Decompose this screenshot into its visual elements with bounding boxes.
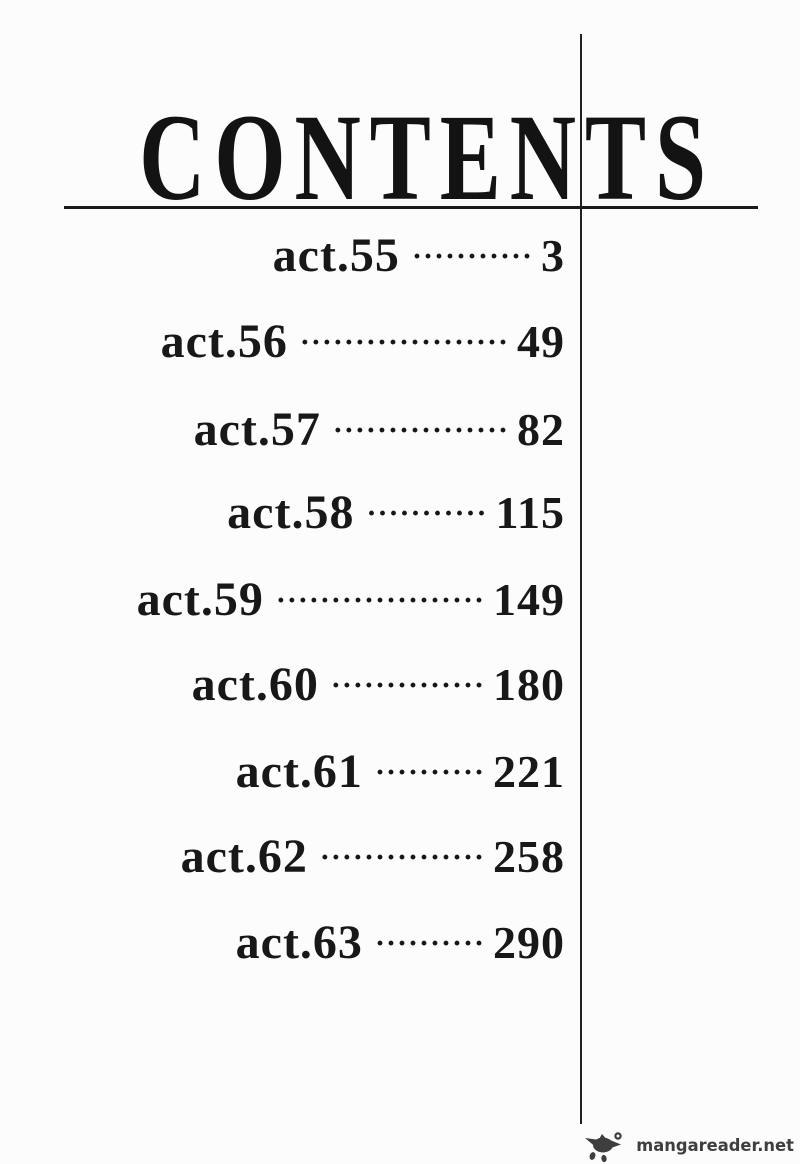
page-number: 258 xyxy=(493,831,565,882)
toc-entry: act.60 ·············· 180 xyxy=(192,661,565,709)
page-number: 149 xyxy=(493,574,565,625)
dot-leader: ·············· xyxy=(330,669,485,702)
dot-leader: ··················· xyxy=(275,584,485,617)
toc-entry: act.62 ··············· 258 xyxy=(181,833,565,881)
chapter-label: act.56 xyxy=(160,315,288,368)
toc-entry: act.56 ··················· 49 xyxy=(161,318,565,366)
chapter-label: act.57 xyxy=(193,403,321,456)
page-number: 115 xyxy=(495,487,565,538)
toc-entry: act.63 ·········· 290 xyxy=(236,919,565,967)
page-number: 221 xyxy=(493,746,565,797)
mangareader-logo-icon xyxy=(584,1132,622,1163)
dot-leader: ··········· xyxy=(366,497,488,530)
toc-entry: act.59 ··················· 149 xyxy=(137,576,565,624)
dot-leader: ·········· xyxy=(374,756,485,789)
dot-leader: ··········· xyxy=(411,240,533,273)
chapter-label: act.62 xyxy=(180,830,308,883)
chapter-label: act.55 xyxy=(272,229,400,282)
watermark-text: mangareader.net xyxy=(636,1136,794,1156)
toc-entry: act.55 ··········· 3 xyxy=(273,232,565,280)
toc-entry: act.57 ················ 82 xyxy=(194,406,565,454)
chapter-label: act.61 xyxy=(235,745,363,798)
watermark: mangareader.net xyxy=(584,1129,797,1163)
page-number: 290 xyxy=(493,917,565,968)
chapter-label: act.58 xyxy=(227,486,355,539)
page-number: 49 xyxy=(517,316,565,367)
vertical-divider-line xyxy=(580,34,582,1124)
toc-entry: act.58 ··········· 115 xyxy=(227,489,565,537)
chapter-label: act.63 xyxy=(235,916,363,969)
dot-leader: ··············· xyxy=(319,841,485,874)
page-number: 3 xyxy=(541,230,565,281)
dot-leader: ················ xyxy=(332,414,509,447)
page-title: CONTENTS xyxy=(139,89,715,226)
title-underline-rule xyxy=(64,206,758,209)
chapter-label: act.60 xyxy=(191,658,319,711)
chapter-label: act.59 xyxy=(136,573,264,626)
page-number: 180 xyxy=(493,659,565,710)
dot-leader: ·········· xyxy=(374,927,485,960)
toc-entry: act.61 ·········· 221 xyxy=(236,748,565,796)
page-number: 82 xyxy=(517,404,565,455)
dot-leader: ··················· xyxy=(299,326,509,359)
